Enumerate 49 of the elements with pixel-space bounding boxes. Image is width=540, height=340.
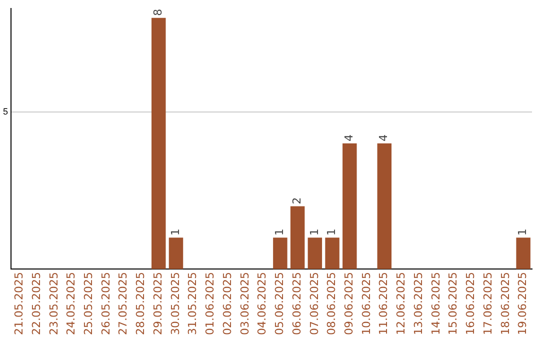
- x-tick-label: 25.05.2025: [82, 272, 96, 336]
- data-label: 1: [516, 228, 530, 236]
- x-tick-label: 16.06.2025: [464, 272, 478, 336]
- data-label: 1: [308, 228, 321, 236]
- data-label: 1: [273, 228, 286, 236]
- x-tick-label: 22.05.2025: [30, 272, 43, 336]
- x-tick-label: 02.06.2025: [220, 272, 234, 336]
- x-tick-label: 11.06.2025: [377, 272, 390, 336]
- data-label: 2: [290, 197, 304, 204]
- x-tick-label: 26.05.2025: [99, 272, 112, 336]
- y-tick-label: 5: [2, 106, 8, 117]
- x-tick-label: 30.05.2025: [168, 272, 182, 336]
- x-tick-label: 10.06.2025: [360, 272, 373, 336]
- data-label: 4: [342, 134, 356, 142]
- x-tick-label: 13.06.2025: [412, 272, 425, 336]
- bar: [290, 206, 305, 270]
- x-tick-label: 29.05.2025: [151, 272, 164, 336]
- bar: [308, 238, 322, 270]
- bar: [325, 238, 340, 270]
- x-tick-label: 03.06.2025: [238, 272, 252, 336]
- x-tick-label: 27.05.2025: [116, 272, 130, 336]
- data-label: 4: [377, 134, 390, 142]
- bar: [377, 143, 392, 270]
- x-tick-label: 05.06.2025: [273, 272, 286, 336]
- x-tick-label: 01.06.2025: [204, 272, 217, 336]
- bar: [152, 18, 166, 270]
- data-label: 1: [168, 228, 182, 236]
- data-label: 8: [151, 8, 164, 16]
- x-tick-label: 15.06.2025: [446, 272, 460, 336]
- x-tick-label: 12.06.2025: [394, 272, 408, 336]
- x-tick-label: 23.05.2025: [47, 272, 60, 336]
- x-tick-label: 04.06.2025: [256, 272, 269, 336]
- x-tick-label: 31.05.2025: [186, 272, 200, 336]
- x-tick-label: 18.06.2025: [498, 272, 512, 336]
- x-tick-label: 06.06.2025: [290, 272, 304, 336]
- x-tick-label: 28.05.2025: [134, 272, 148, 336]
- x-tick-label: 14.06.2025: [429, 272, 442, 336]
- x-tick-label: 21.05.2025: [12, 272, 26, 336]
- data-label: 1: [325, 228, 338, 236]
- x-tick-label: 08.06.2025: [325, 272, 338, 336]
- x-tick-label: 24.05.2025: [64, 272, 78, 336]
- bar: [516, 238, 530, 270]
- x-tick-label: 07.06.2025: [308, 272, 321, 336]
- bar: [168, 238, 184, 270]
- bar: [273, 238, 288, 270]
- x-tick-label: 19.06.2025: [516, 272, 530, 336]
- bar: [342, 143, 357, 270]
- x-tick-label: 17.06.2025: [481, 272, 494, 336]
- x-tick-label: 09.06.2025: [342, 272, 356, 336]
